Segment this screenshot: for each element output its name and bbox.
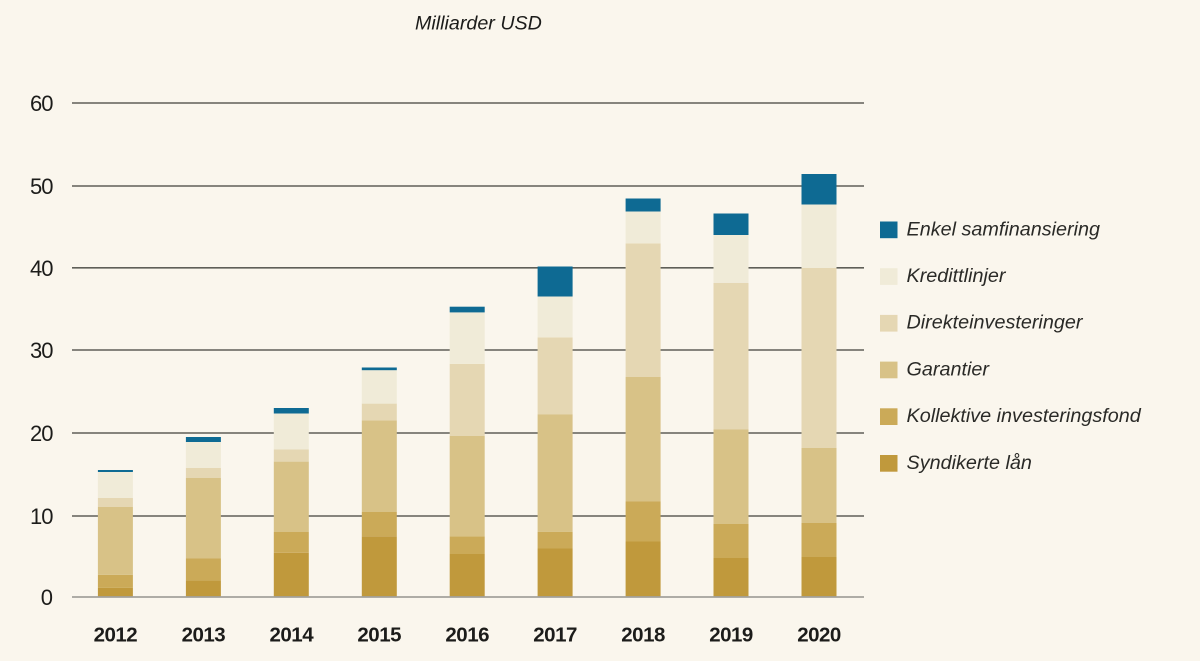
svg-text:2016: 2016 <box>445 624 489 647</box>
svg-text:20: 20 <box>30 421 53 446</box>
svg-text:Kollektive investeringsfond: Kollektive investeringsfond <box>907 405 1142 427</box>
svg-text:Syndikerte lån: Syndikerte lån <box>907 452 1032 474</box>
svg-text:2020: 2020 <box>797 624 841 647</box>
svg-text:Milliarder USD: Milliarder USD <box>415 13 542 35</box>
svg-text:50: 50 <box>30 174 53 199</box>
svg-text:2012: 2012 <box>94 624 138 647</box>
svg-text:Kredittlinjer: Kredittlinjer <box>907 265 1007 287</box>
svg-text:2013: 2013 <box>182 624 226 647</box>
svg-text:Direkteinvesteringer: Direkteinvesteringer <box>907 312 1084 334</box>
svg-text:Garantier: Garantier <box>907 358 991 380</box>
svg-text:0: 0 <box>41 585 53 610</box>
svg-text:30: 30 <box>30 338 53 363</box>
svg-text:Enkel samfinansiering: Enkel samfinansiering <box>907 218 1101 240</box>
svg-text:10: 10 <box>30 504 53 529</box>
svg-text:2019: 2019 <box>709 624 753 647</box>
svg-text:2017: 2017 <box>533 624 577 647</box>
svg-text:2018: 2018 <box>621 624 665 647</box>
svg-text:60: 60 <box>30 91 53 116</box>
svg-text:2015: 2015 <box>357 624 401 647</box>
svg-text:2014: 2014 <box>269 624 314 647</box>
svg-text:40: 40 <box>30 256 53 281</box>
